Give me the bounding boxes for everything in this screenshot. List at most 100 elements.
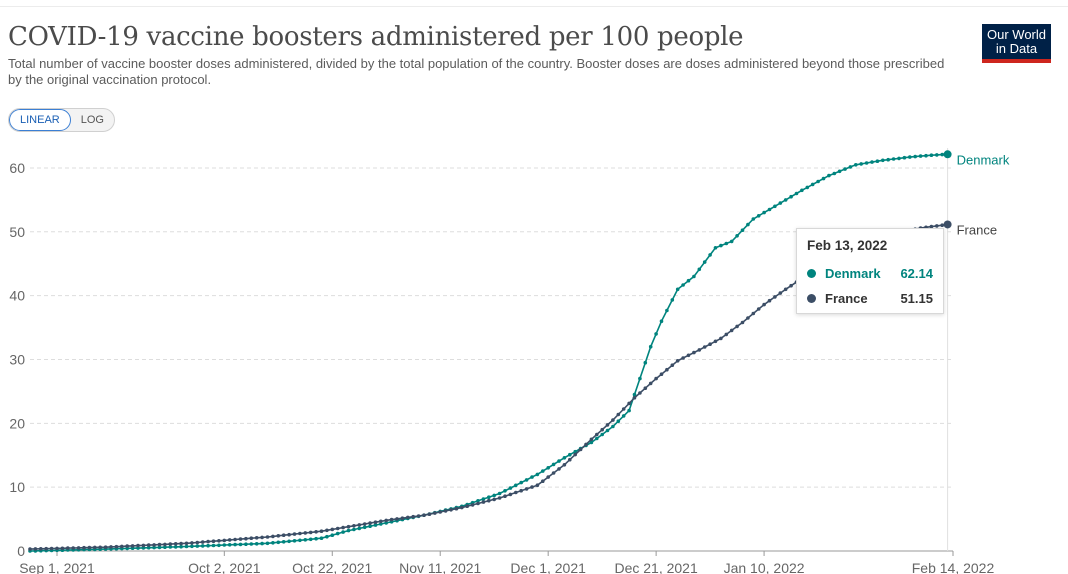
data-point-denmark bbox=[168, 545, 173, 549]
data-point-france bbox=[692, 350, 696, 355]
data-point-denmark bbox=[746, 222, 750, 227]
data-point-denmark bbox=[546, 466, 550, 470]
data-point-france bbox=[935, 224, 939, 228]
data-point-denmark bbox=[211, 543, 216, 548]
data-point-denmark bbox=[837, 169, 842, 174]
data-point-france bbox=[648, 381, 653, 386]
data-point-france bbox=[535, 483, 540, 488]
log-scale-button[interactable]: LOG bbox=[80, 114, 104, 126]
data-point-france bbox=[551, 471, 556, 475]
data-point-denmark bbox=[908, 155, 912, 159]
logo-line-1: Our World bbox=[987, 27, 1046, 42]
data-point-france bbox=[152, 543, 156, 547]
data-point-france bbox=[492, 497, 497, 502]
data-point-denmark bbox=[848, 165, 853, 169]
data-point-denmark bbox=[492, 493, 497, 498]
data-point-denmark bbox=[298, 538, 302, 543]
tooltip-value-denmark: 62.14 bbox=[900, 266, 933, 281]
data-point-france bbox=[335, 526, 340, 531]
data-point-denmark bbox=[346, 528, 351, 533]
data-point-denmark bbox=[902, 155, 907, 160]
data-point-france bbox=[384, 518, 389, 523]
data-point-france bbox=[71, 546, 75, 550]
data-point-denmark bbox=[319, 536, 324, 540]
data-point-france bbox=[735, 324, 739, 329]
tooltip-date: Feb 13, 2022 bbox=[807, 238, 888, 253]
data-point-denmark bbox=[665, 308, 669, 313]
y-tick-label-10: 10 bbox=[9, 479, 25, 495]
data-point-france bbox=[39, 547, 43, 551]
data-point-denmark bbox=[924, 153, 928, 158]
data-point-denmark bbox=[341, 530, 345, 534]
data-point-denmark bbox=[157, 545, 162, 550]
data-point-denmark bbox=[891, 157, 896, 161]
x-tick-label-7: Feb 14, 2022 bbox=[912, 560, 995, 574]
end-marker-france bbox=[943, 220, 952, 229]
data-point-france bbox=[713, 339, 718, 344]
series-line-denmark bbox=[29, 153, 948, 552]
data-point-denmark bbox=[843, 167, 847, 171]
data-point-denmark bbox=[379, 522, 383, 526]
data-point-denmark bbox=[740, 228, 745, 232]
data-point-france bbox=[767, 298, 772, 303]
data-point-france bbox=[584, 442, 588, 447]
data-point-denmark bbox=[783, 198, 788, 202]
data-point-france bbox=[773, 295, 777, 299]
x-tick-label-4: Dec 1, 2021 bbox=[510, 560, 586, 574]
data-point-france bbox=[530, 485, 534, 489]
data-point-denmark bbox=[621, 414, 626, 418]
data-point-denmark bbox=[514, 483, 518, 488]
data-point-france bbox=[611, 418, 615, 422]
data-point-france bbox=[697, 348, 702, 352]
data-point-france bbox=[120, 544, 124, 549]
owid-logo[interactable]: Our World in Data bbox=[982, 24, 1051, 63]
data-point-denmark bbox=[244, 542, 248, 546]
data-point-france bbox=[168, 542, 173, 546]
tooltip-value-france: 51.15 bbox=[900, 291, 933, 306]
y-tick-label-0: 0 bbox=[17, 543, 25, 559]
data-point-france bbox=[670, 363, 675, 368]
data-point-denmark bbox=[870, 160, 874, 164]
data-point-france bbox=[330, 527, 335, 532]
data-point-denmark bbox=[287, 539, 291, 544]
data-point-denmark bbox=[481, 497, 486, 501]
data-point-denmark bbox=[238, 542, 243, 547]
data-point-france bbox=[568, 457, 572, 462]
data-point-france bbox=[76, 546, 81, 550]
data-point-france bbox=[783, 287, 788, 292]
data-point-france bbox=[719, 336, 723, 341]
data-point-france bbox=[724, 332, 729, 337]
data-point-denmark bbox=[794, 191, 799, 196]
data-point-denmark bbox=[335, 531, 340, 536]
data-point-denmark bbox=[600, 432, 604, 437]
data-point-france bbox=[66, 546, 70, 550]
data-point-france bbox=[605, 423, 610, 427]
data-point-france bbox=[379, 519, 383, 524]
linear-scale-button[interactable]: LINEAR bbox=[9, 109, 71, 131]
data-point-denmark bbox=[195, 544, 200, 548]
data-point-france bbox=[416, 514, 421, 518]
data-point-denmark bbox=[627, 408, 631, 413]
data-point-france bbox=[789, 283, 793, 288]
data-point-denmark bbox=[681, 283, 685, 287]
data-point-france bbox=[940, 223, 944, 227]
data-point-france bbox=[681, 356, 685, 360]
data-point-france bbox=[481, 500, 486, 504]
data-point-france bbox=[362, 522, 367, 526]
data-point-denmark bbox=[557, 459, 561, 463]
data-point-denmark bbox=[913, 154, 917, 159]
data-point-denmark bbox=[832, 171, 837, 176]
x-tick-label-5: Dec 21, 2021 bbox=[614, 560, 697, 574]
data-point-denmark bbox=[805, 185, 810, 190]
data-point-denmark bbox=[632, 392, 637, 397]
y-tick-label-60: 60 bbox=[9, 160, 25, 176]
data-point-denmark bbox=[260, 541, 264, 546]
data-point-denmark bbox=[308, 537, 313, 542]
data-point-france bbox=[114, 544, 119, 549]
data-point-france bbox=[422, 513, 426, 517]
tooltip-name-france: France bbox=[825, 291, 868, 306]
data-point-france bbox=[427, 512, 432, 516]
data-point-denmark bbox=[541, 469, 545, 473]
data-point-france bbox=[616, 412, 621, 417]
data-point-france bbox=[271, 534, 275, 539]
